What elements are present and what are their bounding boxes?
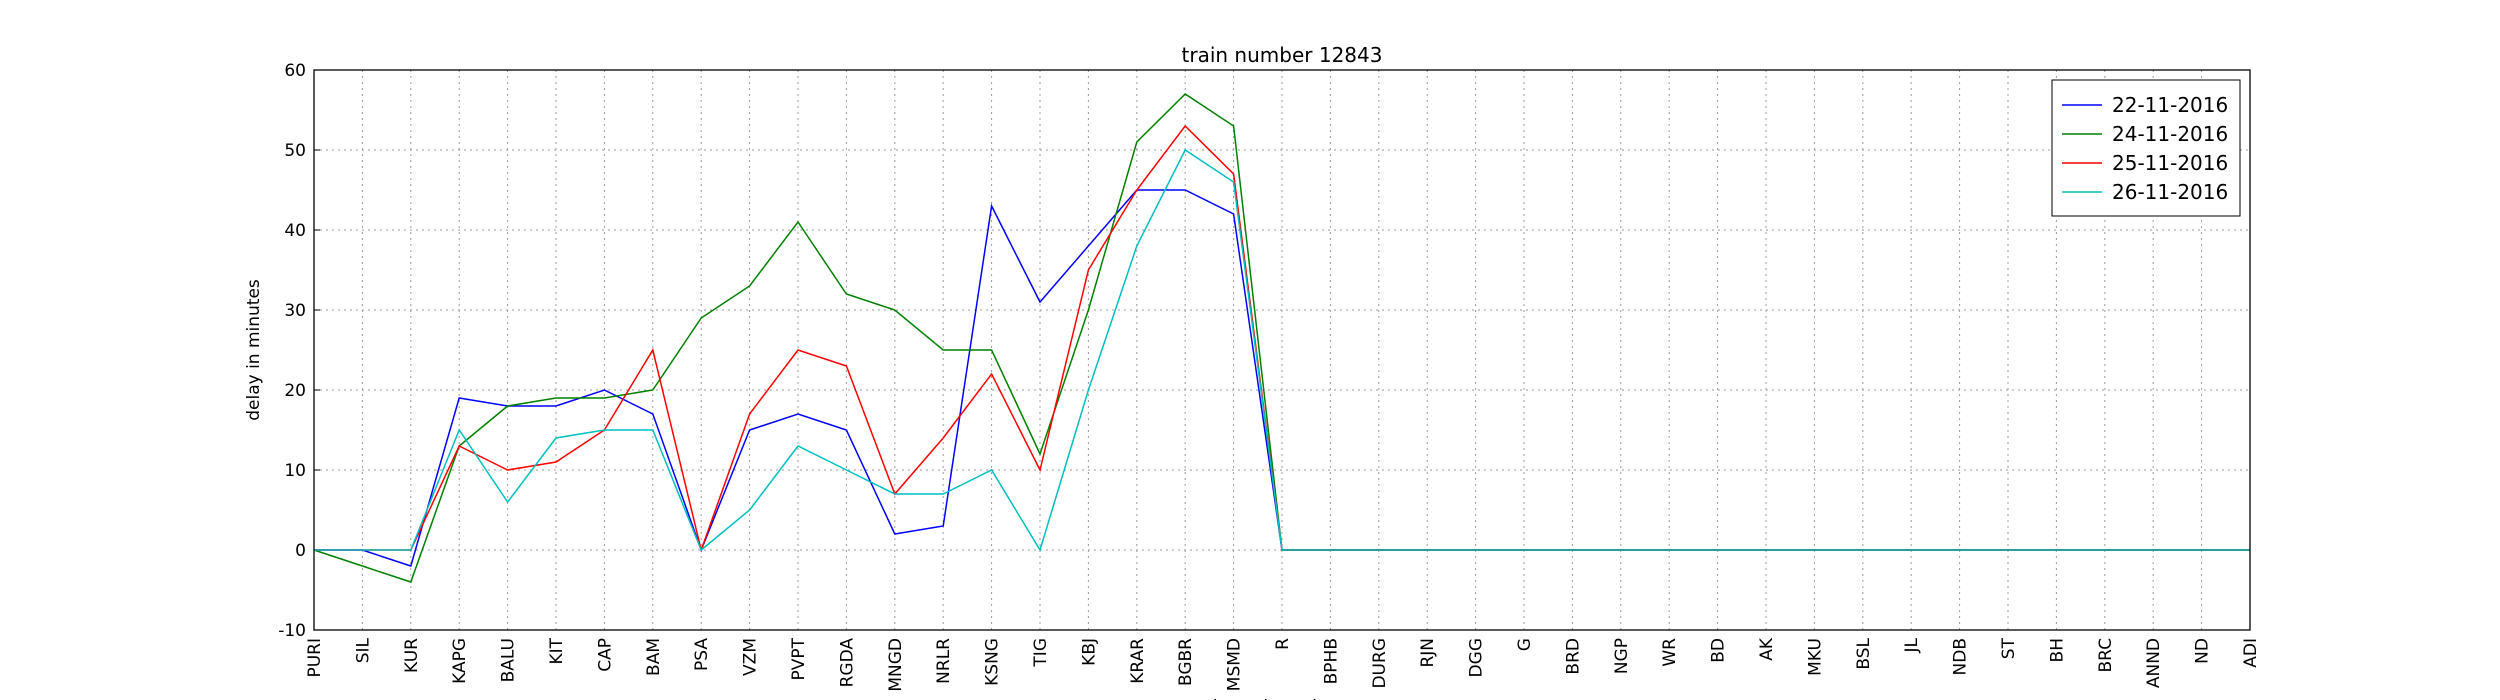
x-tick-label: BPHB <box>1321 638 1341 684</box>
x-tick-label: DGG <box>1467 638 1487 677</box>
x-tick-label: RGDA <box>837 638 857 688</box>
legend-label: 22-11-2016 <box>2112 93 2228 117</box>
y-tick-label: 60 <box>284 61 306 81</box>
x-tick-label: NDB <box>1951 638 1971 675</box>
y-tick-label: 40 <box>284 221 306 241</box>
x-tick-label: JL <box>1902 637 1922 653</box>
y-tick-label: 30 <box>284 301 306 321</box>
x-tick-label: PSA <box>692 638 712 671</box>
x-tick-label: WR <box>1660 638 1680 667</box>
legend-label: 25-11-2016 <box>2112 151 2228 175</box>
x-tick-label: DURG <box>1370 638 1390 689</box>
chart-title: train number 12843 <box>1182 43 1383 67</box>
series-line <box>314 124 2250 553</box>
x-tick-label: RJN <box>1418 638 1438 668</box>
x-tick-label: NRLR <box>934 638 954 684</box>
x-tick-label: TIG <box>1031 638 1051 668</box>
series-line <box>314 148 2250 552</box>
x-tick-label: KAPG <box>450 638 470 684</box>
x-tick-label: BD <box>1709 638 1729 663</box>
x-tick-label: AK <box>1757 637 1777 661</box>
plot-frame <box>313 69 2251 631</box>
y-tick-label: 20 <box>284 381 306 401</box>
x-tick-label: VZM <box>741 638 761 676</box>
legend-label: 26-11-2016 <box>2112 180 2228 204</box>
x-axis-label: stations along the route <box>1180 697 1384 700</box>
x-tick-label: MNGD <box>886 638 906 692</box>
x-tick-label: BSL <box>1854 637 1874 669</box>
x-tick-label: KIT <box>547 637 567 664</box>
x-tick-label: KSNG <box>983 638 1003 686</box>
x-tick-label: BRC <box>2096 638 2116 673</box>
x-tick-label: ADI <box>2241 638 2261 668</box>
x-tick-label: KRAR <box>1128 638 1148 684</box>
x-tick-label: BGBR <box>1176 638 1196 686</box>
y-tick-label: 0 <box>295 541 306 561</box>
x-tick-label: NGP <box>1612 638 1632 674</box>
x-tick-label: MSMD <box>1225 638 1245 691</box>
x-tick-label: MKU <box>1805 638 1825 676</box>
x-tick-label: ANND <box>2144 638 2164 688</box>
legend: 22-11-2016 24-11-2016 25-11-2016 26-11-2016 <box>2051 79 2241 217</box>
y-tick-label: 50 <box>284 141 306 161</box>
x-tick-label: BALU <box>499 638 519 682</box>
x-tick-label: ND <box>2193 638 2213 664</box>
y-tick-label: 10 <box>284 461 306 481</box>
x-tick-label: PURI <box>305 638 325 678</box>
x-tick-label: ST <box>1999 637 2019 659</box>
y-axis-label: delay in minutes <box>244 279 264 421</box>
x-tick-label: SIL <box>353 637 373 663</box>
x-tick-label: KBJ <box>1079 638 1099 666</box>
x-tick-label: KUR <box>402 638 422 673</box>
x-tick-label: BAM <box>644 638 664 676</box>
legend-box <box>2051 79 2241 217</box>
x-tick-label: PVPT <box>789 637 809 680</box>
x-tick-label: G <box>1515 638 1535 651</box>
y-tick-label: -10 <box>278 621 306 641</box>
x-tick-label: CAP <box>595 638 615 672</box>
x-tick-label: BH <box>2047 638 2067 662</box>
legend-label: 24-11-2016 <box>2112 122 2228 146</box>
x-tick-label: BRD <box>1563 638 1583 675</box>
x-tick-label: R <box>1273 638 1293 650</box>
